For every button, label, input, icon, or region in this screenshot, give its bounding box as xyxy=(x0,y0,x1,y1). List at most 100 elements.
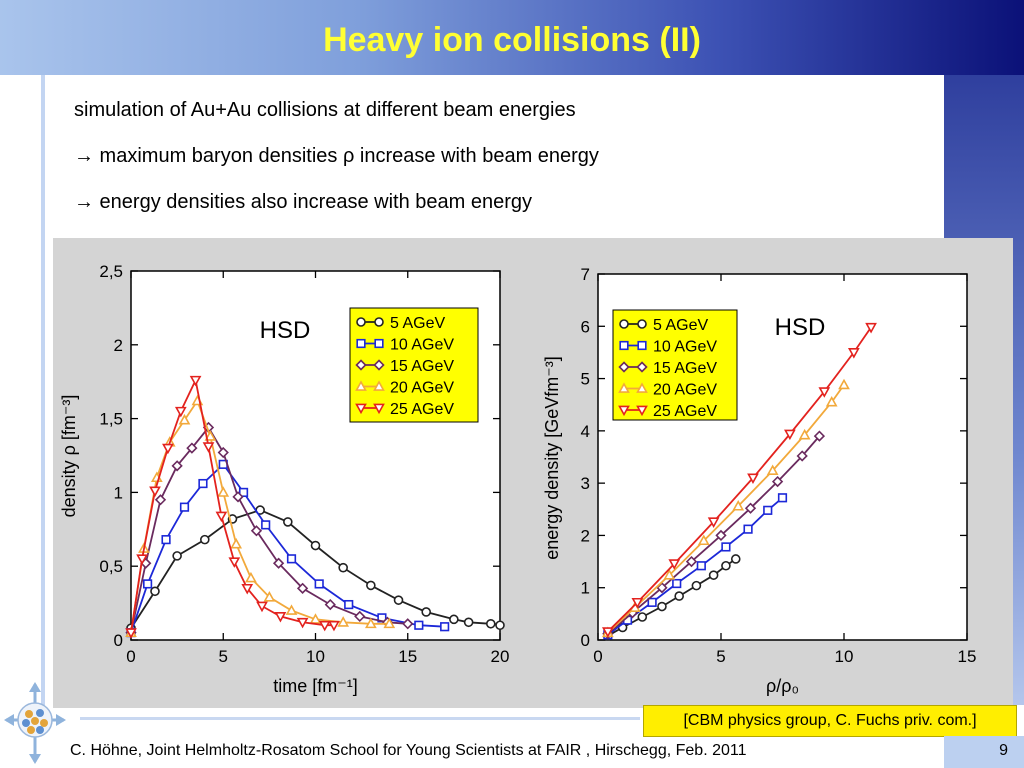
data-point xyxy=(708,570,719,580)
series-line xyxy=(130,398,390,633)
legend-marker xyxy=(356,317,366,327)
data-point xyxy=(215,511,228,523)
x-tick-label: 5 xyxy=(219,647,228,666)
data-point xyxy=(150,586,160,597)
x-tick-label: 20 xyxy=(491,647,510,666)
data-point xyxy=(402,618,414,630)
footer-text: C. Höhne, Joint Helmholtz-Rosatom School… xyxy=(70,742,747,759)
legend-entry: 10 AGeV xyxy=(653,339,717,356)
legend-marker xyxy=(374,338,384,349)
data-point xyxy=(250,525,263,537)
data-point xyxy=(217,486,230,497)
legend-marker xyxy=(618,361,630,373)
data-point xyxy=(366,580,376,591)
data-point xyxy=(685,555,698,568)
data-point xyxy=(697,534,710,546)
y-tick-label: 2 xyxy=(581,526,590,545)
data-point xyxy=(766,464,779,475)
legend-marker xyxy=(356,338,366,349)
x-tick-label: 15 xyxy=(398,647,417,666)
data-point xyxy=(174,406,187,418)
data-point xyxy=(200,534,210,545)
data-point xyxy=(813,430,826,442)
page-number: 9 xyxy=(999,742,1008,759)
y-axis-label: energy density [GeVfm⁻³] xyxy=(542,356,562,560)
data-point xyxy=(228,557,241,568)
school-logo xyxy=(4,682,66,764)
title-bar xyxy=(0,0,1024,75)
data-point xyxy=(364,617,377,629)
bullet-2: → maximum baryon densities ρ increase wi… xyxy=(74,145,599,167)
data-point xyxy=(449,614,459,625)
data-point xyxy=(696,561,706,571)
data-point xyxy=(721,560,731,571)
data-point xyxy=(463,617,474,628)
data-point xyxy=(245,571,257,583)
figure-panel: 0 5 10 15 20 0 0,5 1 1,5 2 2,5 time [fm⁻¹] density ρ… xyxy=(53,238,1013,708)
y-tick-label: 7 xyxy=(581,265,590,284)
data-point xyxy=(796,450,808,462)
data-point xyxy=(143,579,153,589)
data-point xyxy=(777,493,788,503)
legend-entry: 20 AGeV xyxy=(390,380,454,397)
data-point xyxy=(631,597,644,609)
data-point xyxy=(657,601,667,612)
data-point xyxy=(637,612,648,622)
legend: 5 AGeV 10 AGeV 15 AGeV 20 AGeV 25 AGeV xyxy=(349,307,479,423)
data-point xyxy=(763,505,773,515)
legend-entry: 5 AGeV xyxy=(653,317,708,334)
data-point xyxy=(296,617,309,629)
data-point xyxy=(309,613,322,624)
data-point xyxy=(798,428,811,440)
data-point xyxy=(274,611,287,623)
x-tick-label: 5 xyxy=(716,647,725,666)
series-3 xyxy=(602,430,826,640)
data-point xyxy=(674,591,684,601)
data-point xyxy=(324,598,336,611)
legend-box xyxy=(612,309,738,421)
legend-marker xyxy=(618,382,630,393)
legend-marker xyxy=(636,361,648,373)
data-point xyxy=(744,502,757,514)
legend-marker xyxy=(373,403,385,415)
bullet-1: simulation of Au+Au collisions at differ… xyxy=(74,99,576,121)
data-point xyxy=(162,443,174,455)
data-point xyxy=(125,628,137,639)
footer-divider xyxy=(80,717,640,720)
data-point xyxy=(668,559,681,570)
data-point xyxy=(344,599,354,610)
x-tick-label: 10 xyxy=(835,647,854,666)
legend-entry: 20 AGeV xyxy=(653,382,717,399)
data-point xyxy=(818,387,831,398)
series-1 xyxy=(126,505,505,633)
data-point xyxy=(338,562,348,573)
data-point xyxy=(238,487,249,498)
data-point xyxy=(261,520,271,530)
data-point xyxy=(732,500,745,511)
x-tick-label: 0 xyxy=(126,647,135,666)
y-tick-label: 0 xyxy=(581,631,590,650)
data-point xyxy=(172,551,182,561)
chart-label: HSD xyxy=(260,317,311,344)
legend-marker xyxy=(637,319,647,329)
data-point xyxy=(747,473,759,485)
data-point xyxy=(198,478,208,489)
data-point xyxy=(318,620,331,632)
data-point xyxy=(217,446,229,459)
y-axis-label: density ρ [fm⁻³] xyxy=(59,395,79,518)
legend-marker xyxy=(373,359,385,371)
data-point xyxy=(601,627,614,638)
data-point xyxy=(393,595,404,605)
legend-entry: 25 AGeV xyxy=(653,403,717,420)
data-point xyxy=(784,429,796,441)
data-point xyxy=(838,378,850,390)
data-point xyxy=(186,442,198,454)
data-point xyxy=(272,557,285,569)
data-point xyxy=(440,622,450,632)
data-point xyxy=(256,601,268,613)
y-tick-label: 2,5 xyxy=(99,262,123,281)
data-point xyxy=(263,591,276,602)
data-point xyxy=(202,442,215,453)
legend-marker xyxy=(619,319,629,329)
data-point xyxy=(743,524,753,534)
